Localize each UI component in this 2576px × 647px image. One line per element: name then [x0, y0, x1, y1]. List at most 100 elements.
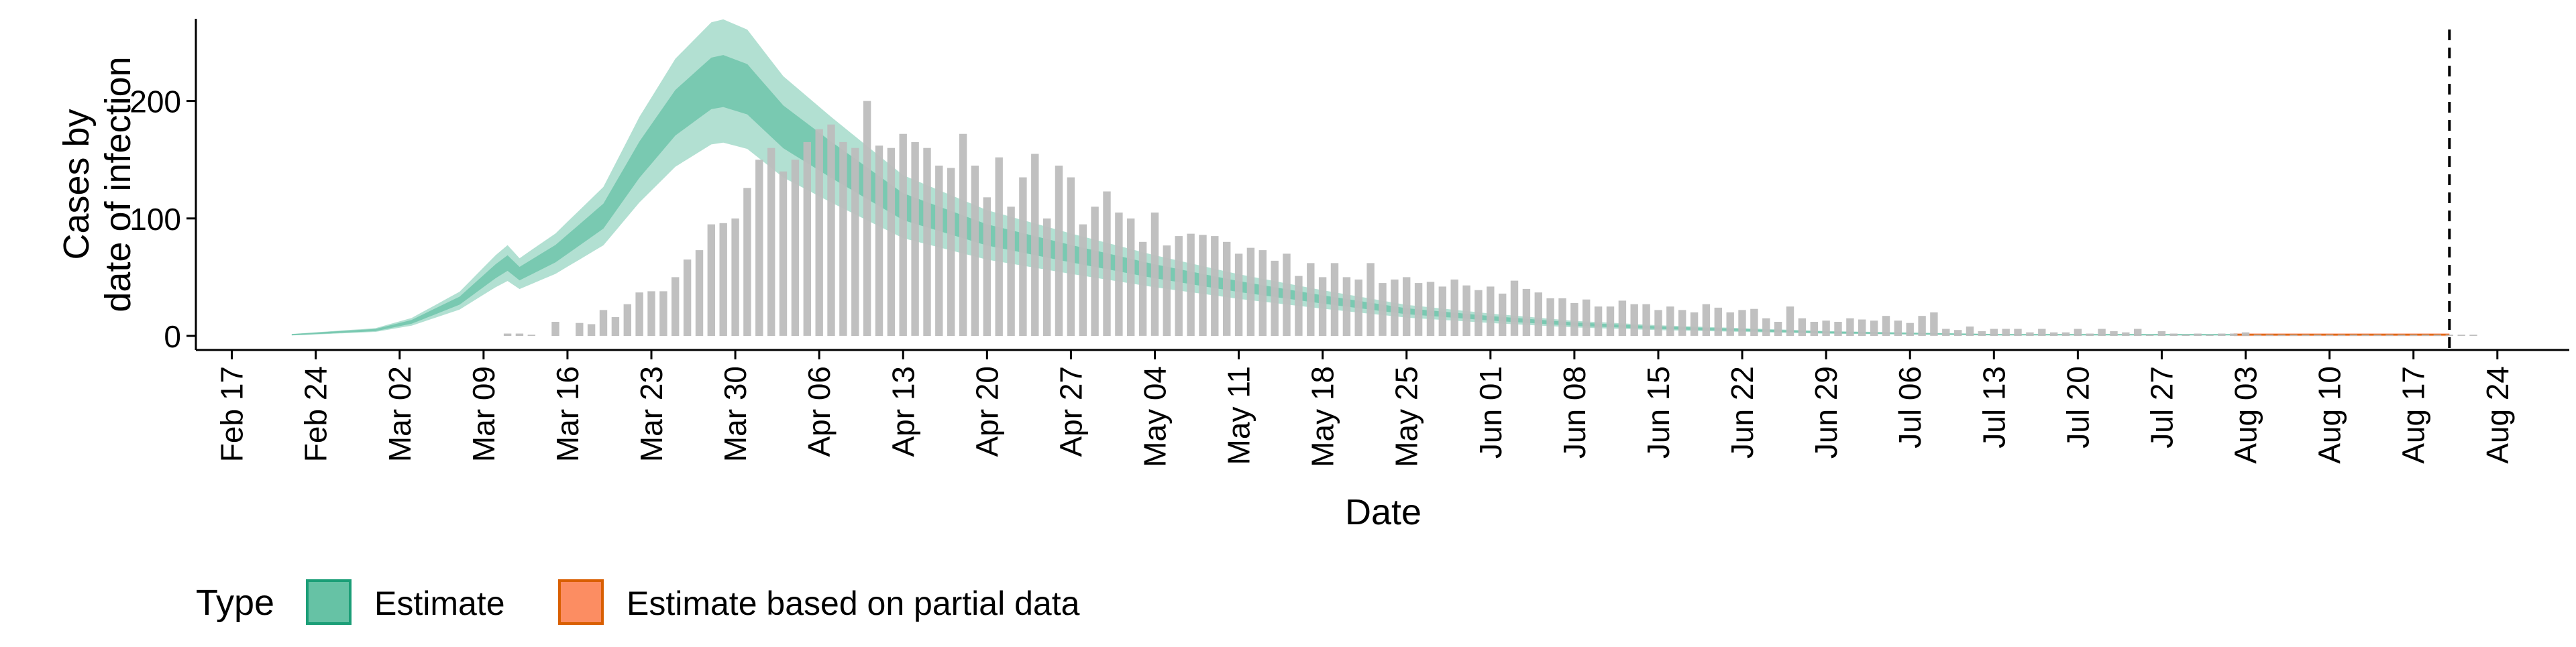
case-bar	[587, 324, 596, 336]
y-tick-label: 0	[164, 319, 181, 354]
case-bar	[1894, 320, 1902, 336]
case-bar	[1366, 263, 1375, 336]
case-bar	[1150, 213, 1159, 336]
case-bar	[2421, 335, 2430, 336]
case-bar	[1163, 245, 1171, 336]
x-tick-label: Aug 03	[2229, 366, 2263, 464]
legend-label: Estimate	[374, 585, 505, 622]
case-bar	[2253, 335, 2262, 336]
case-bar	[1750, 308, 1758, 336]
case-bar	[851, 148, 859, 336]
case-bar	[1499, 293, 1507, 336]
case-bar	[551, 322, 559, 336]
x-tick-label: Mar 09	[466, 366, 501, 462]
case-bar	[1606, 306, 1615, 336]
case-bar	[2445, 335, 2453, 336]
case-bar	[2194, 333, 2202, 336]
case-bar	[743, 188, 751, 336]
case-bar	[1618, 300, 1627, 336]
case-bar	[1978, 331, 1986, 336]
case-bar	[683, 259, 692, 336]
case-bar	[2265, 335, 2273, 336]
case-bar	[1019, 177, 1027, 336]
case-bar	[2098, 329, 2106, 336]
case-bar	[2290, 335, 2298, 336]
case-bar	[2157, 331, 2166, 336]
x-tick-label: May 11	[1222, 366, 1256, 465]
x-tick-label: Apr 13	[885, 366, 920, 457]
x-tick-label: May 04	[1138, 366, 1173, 467]
case-bar	[1403, 277, 1411, 336]
case-bar	[1199, 235, 1207, 336]
case-bar	[1007, 207, 1015, 336]
case-bar	[767, 148, 775, 336]
case-bar	[1055, 166, 1063, 336]
case-bar	[1630, 304, 1638, 336]
case-bar	[863, 101, 871, 336]
case-bar	[1091, 207, 1099, 336]
case-bar	[1906, 322, 1914, 336]
case-bar	[2049, 332, 2058, 336]
x-tick-label: Feb 17	[215, 366, 250, 462]
x-tick-label: Aug 17	[2396, 366, 2431, 464]
case-bar	[1354, 279, 1362, 336]
case-bar	[1702, 304, 1711, 336]
case-bar	[815, 129, 823, 336]
case-bar	[2074, 329, 2082, 336]
case-bar	[707, 224, 715, 336]
legend-title: Type	[196, 583, 274, 623]
case-bar	[791, 160, 800, 336]
case-bar	[2026, 332, 2034, 336]
case-bar	[2433, 335, 2442, 336]
x-tick-label: Jun 29	[1809, 366, 1843, 459]
legend-label: Estimate based on partial data	[627, 585, 1080, 622]
case-bar	[623, 304, 631, 336]
case-bar	[1846, 318, 1854, 336]
case-bar	[2061, 332, 2070, 336]
case-bar	[672, 277, 680, 336]
case-bar	[2110, 331, 2118, 336]
case-bar	[1678, 310, 1686, 336]
x-tick-label: Jul 27	[2145, 366, 2180, 449]
case-bar	[2385, 335, 2394, 336]
case-bar	[1534, 292, 1542, 336]
x-axis-title: Date	[1345, 492, 1421, 532]
case-bar	[2349, 335, 2357, 336]
x-tick-label: Jul 20	[2060, 366, 2095, 449]
case-bar	[803, 141, 811, 336]
case-bar	[2182, 335, 2190, 336]
case-bar	[2302, 335, 2310, 336]
case-bar	[695, 250, 704, 336]
case-bar	[1546, 298, 1554, 336]
case-bar	[1990, 329, 1998, 336]
case-bar	[1966, 327, 1974, 336]
case-bar	[875, 145, 883, 336]
case-bar	[1234, 253, 1243, 336]
case-bar	[1391, 279, 1399, 336]
case-bar	[1079, 224, 1087, 336]
y-axis-title: Cases bydate of infection	[56, 56, 138, 312]
case-bar	[1570, 302, 1578, 336]
case-bar	[1127, 218, 1135, 336]
case-bar	[2457, 335, 2465, 336]
case-bar	[1258, 250, 1267, 336]
case-bar	[755, 160, 763, 336]
case-bar	[1774, 322, 1782, 336]
axes-layer: 0 100 200 Feb 17 Feb 24 Mar 02 Mar 09 Mar 16 Mar…	[129, 19, 2569, 467]
case-bar	[635, 292, 643, 336]
case-bar	[935, 166, 943, 336]
case-bar	[1870, 320, 1878, 336]
case-bar	[2469, 335, 2477, 336]
case-bar	[1175, 236, 1183, 336]
case-bar	[731, 218, 739, 336]
case-bar	[1954, 330, 1962, 336]
case-bar	[1103, 191, 1111, 336]
case-bar	[599, 310, 608, 336]
case-bar	[1786, 306, 1794, 336]
case-bar	[1271, 260, 1279, 336]
case-bar	[1438, 286, 1446, 336]
case-bar	[1558, 298, 1566, 336]
case-bar	[1858, 319, 1866, 336]
